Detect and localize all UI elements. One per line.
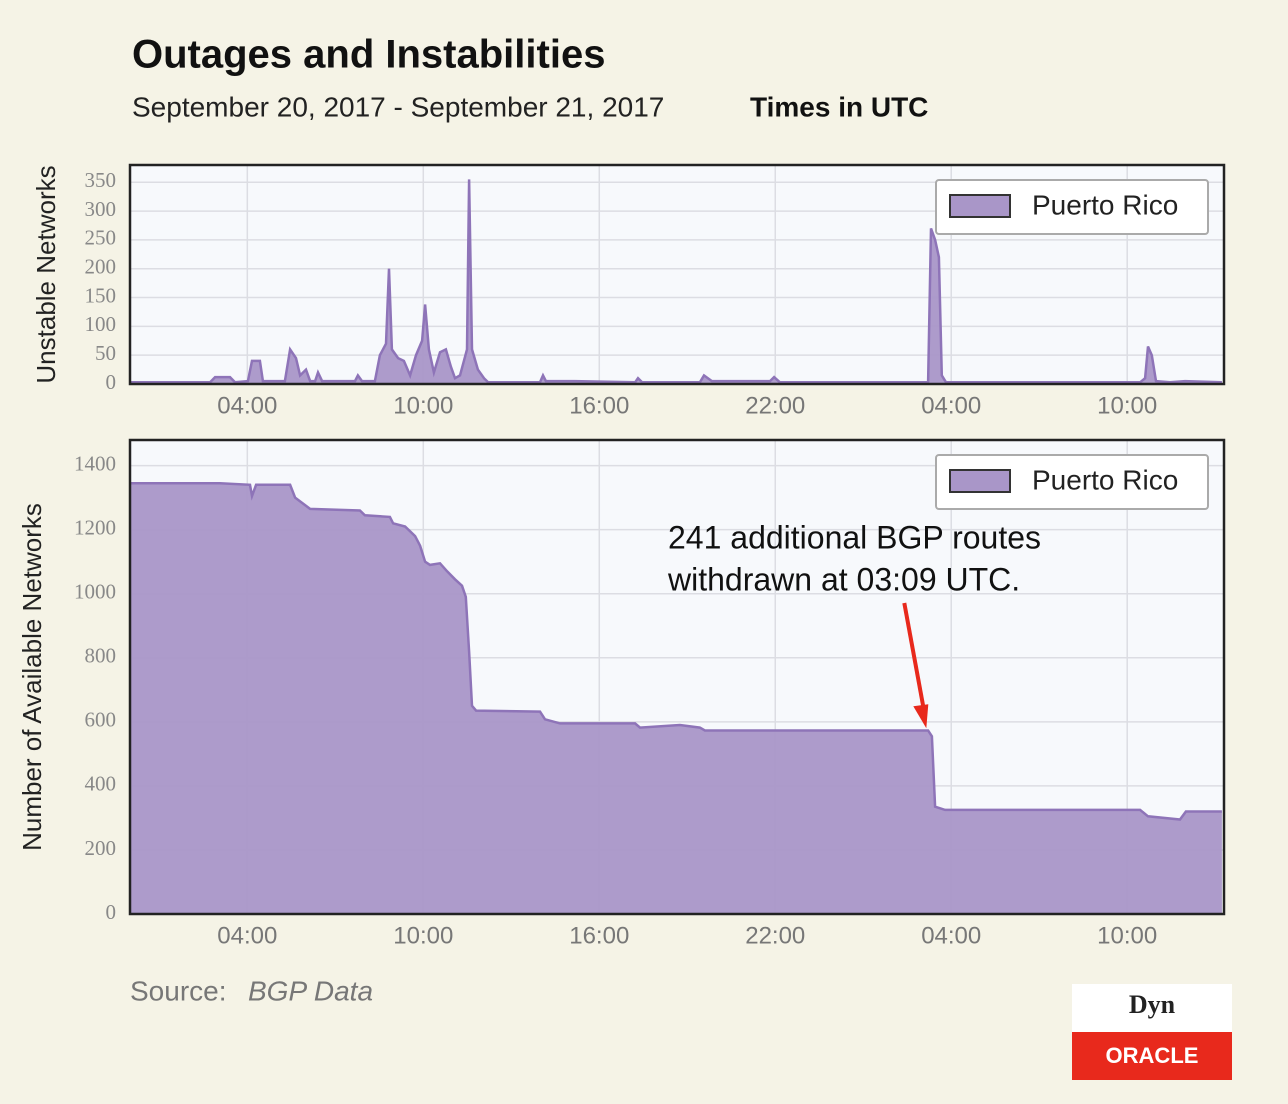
plot-frame <box>128 163 1226 386</box>
y-tick-label: 350 <box>85 168 117 192</box>
source-label: Source: <box>130 975 227 1006</box>
area <box>130 483 1222 914</box>
line <box>130 179 1222 384</box>
y-tick-label: 50 <box>95 341 116 365</box>
logo-box <box>1072 984 1232 1032</box>
legend-box <box>935 179 1209 235</box>
x-tick-label: 10:00 <box>1097 392 1157 419</box>
legend-label: Puerto Rico <box>1032 464 1178 495</box>
annotation-text: withdrawn at 03:09 UTC. <box>667 561 1020 597</box>
subtitle: September 20, 2017 - September 21, 2017 <box>132 91 664 122</box>
y-axis-label: Number of Available Networks <box>17 503 47 851</box>
x-tick-label: 16:00 <box>569 392 629 419</box>
y-tick-label: 1200 <box>74 515 116 539</box>
y-tick-label: 300 <box>85 197 117 221</box>
time-note: Times in UTC <box>750 91 928 122</box>
y-tick-label: 200 <box>85 255 117 279</box>
legend-swatch <box>949 469 1011 493</box>
y-tick-label: 100 <box>85 312 117 336</box>
y-tick-label: 250 <box>85 226 117 250</box>
y-tick-label: 200 <box>85 836 117 860</box>
x-tick-label: 04:00 <box>921 392 981 419</box>
annotation-arrowhead <box>913 704 929 729</box>
title: Outages and Instabilities <box>132 33 605 77</box>
y-tick-label: 800 <box>85 644 117 668</box>
annotation-arrow <box>902 602 927 713</box>
logo-oracle: ORACLE <box>1106 1043 1199 1068</box>
y-tick-label: 1000 <box>74 580 116 604</box>
y-tick-label: 600 <box>85 708 117 732</box>
logo-dyn: Dyn <box>1129 990 1176 1019</box>
legend-swatch <box>949 194 1011 218</box>
x-tick-label: 04:00 <box>217 922 277 949</box>
line <box>130 481 1222 821</box>
x-tick-label: 16:00 <box>569 922 629 949</box>
legend-box <box>935 454 1209 510</box>
annotation-text: 241 additional BGP routes <box>668 519 1041 555</box>
y-tick-label: 150 <box>85 283 117 307</box>
x-tick-label: 10:00 <box>1097 922 1157 949</box>
y-tick-label: 400 <box>85 772 117 796</box>
x-tick-label: 04:00 <box>217 392 277 419</box>
legend-label: Puerto Rico <box>1032 189 1178 220</box>
source-text: BGP Data <box>248 975 373 1006</box>
x-tick-label: 04:00 <box>921 922 981 949</box>
logo-box <box>1072 1032 1232 1080</box>
y-tick-label: 0 <box>106 370 117 394</box>
x-tick-label: 10:00 <box>393 392 453 419</box>
x-tick-label: 22:00 <box>745 392 805 419</box>
plot-frame <box>128 438 1226 916</box>
y-tick-label: 1400 <box>74 451 116 475</box>
x-tick-label: 22:00 <box>745 922 805 949</box>
y-tick-label: 0 <box>106 900 117 924</box>
y-axis-label: Unstable Networks <box>31 165 61 383</box>
x-tick-label: 10:00 <box>393 922 453 949</box>
